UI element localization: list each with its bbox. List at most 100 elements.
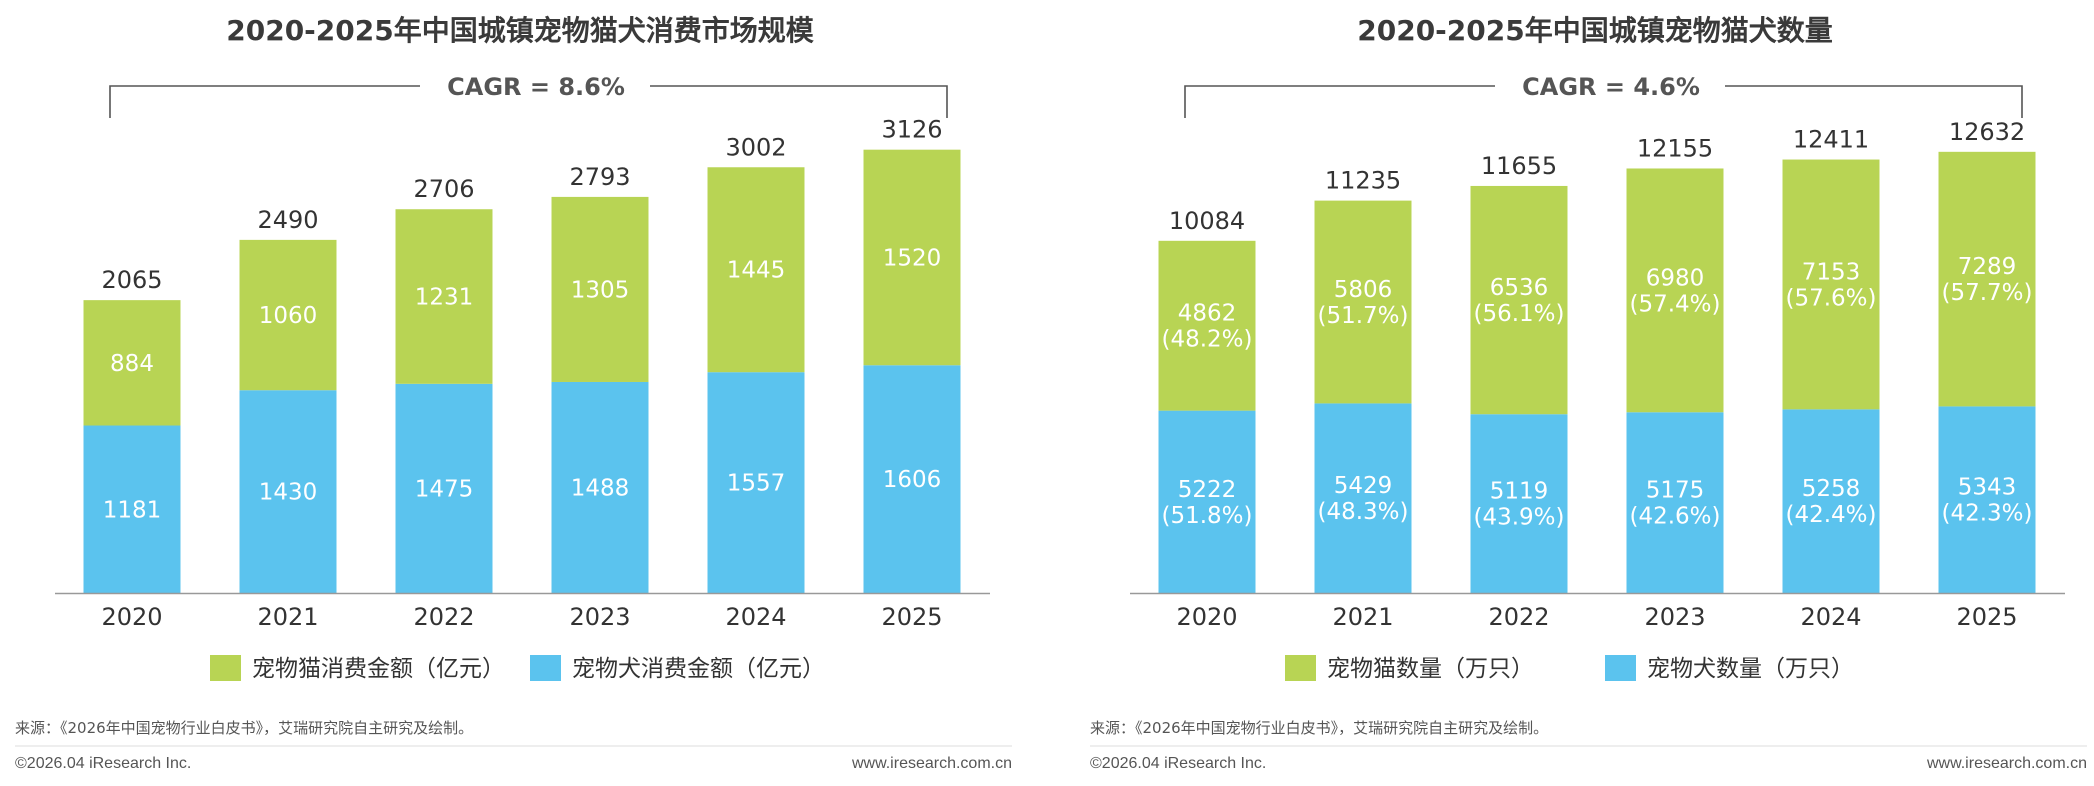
cat-value-label: 7153 (1802, 259, 1861, 285)
dog-bar-2022 (395, 383, 493, 593)
chart-title: 2020-2025年中国城镇宠物猫犬数量 (1357, 14, 1832, 47)
bar-stack-2021: 1430 1060 (239, 239, 337, 593)
legend-cat-swatch (210, 655, 241, 681)
cat-value-label: (56.1%) (1473, 301, 1564, 327)
dog-value-label: 5258 (1802, 476, 1861, 502)
bar-stack-2023: 1488 1305 (551, 196, 649, 593)
total-label-2021: 2490 (257, 206, 318, 234)
legend-dog-swatch (530, 655, 561, 681)
cat-value-label: 4862 (1178, 301, 1237, 327)
copyright: ©2026.04 iResearch Inc. (15, 755, 191, 772)
cat-bar-2022 (1470, 185, 1568, 415)
cat-bar-2021 (1314, 200, 1412, 404)
dog-bar-2024 (1782, 409, 1880, 593)
dog-value-label: 1430 (259, 480, 318, 506)
bar-stack-2025: 5343(42.3%) 7289(57.7%) (1938, 151, 2036, 593)
cat-value-label: (51.7%) (1317, 303, 1408, 329)
cat-value-label: (57.7%) (1941, 280, 2032, 306)
cat-value-label: 884 (110, 351, 154, 377)
dog-value-label: (43.9%) (1473, 505, 1564, 531)
pet-count-chart: 2020-2025年中国城镇宠物猫犬数量 CAGR = 4.6% 5222(51.8… (1090, 14, 2087, 772)
cat-value-label: 1445 (727, 258, 786, 284)
dog-bar-2020 (1158, 410, 1256, 593)
cagr-bracket (109, 85, 948, 118)
x-tick-label: 2024 (1800, 603, 1861, 631)
cagr-bracket (1184, 85, 2023, 118)
dog-bar-2023 (551, 381, 649, 593)
cat-bar-2022 (395, 209, 493, 384)
market-size-chart-panel: 2020-2025年中国城镇宠物猫犬消费市场规模 CAGR = 8.6% 1181 8… (0, 0, 1040, 786)
x-tick-label: 2020 (1176, 603, 1237, 631)
legend-dog-label: 宠物犬消费金额（亿元） (572, 656, 825, 682)
cat-bar-2020 (1158, 240, 1256, 411)
x-tick-label: 2022 (1488, 603, 1549, 631)
dog-bar-2021 (1314, 403, 1412, 593)
x-tick-label: 2021 (1332, 603, 1393, 631)
dog-value-label: 1606 (883, 467, 942, 493)
total-label-2022: 2706 (413, 175, 474, 203)
x-tick-label: 2025 (881, 603, 942, 631)
cat-value-label: 1231 (415, 285, 474, 311)
cat-value-label: (57.4%) (1629, 291, 1720, 317)
chart-title: 2020-2025年中国城镇宠物猫犬消费市场规模 (226, 14, 814, 47)
bar-stack-2023: 5175(42.6%) 6980(57.4%) (1626, 168, 1724, 593)
x-tick-label: 2022 (413, 603, 474, 631)
website: www.iresearch.com.cn (1926, 755, 2087, 772)
x-tick-label: 2023 (569, 603, 630, 631)
dog-bar-2024 (707, 372, 805, 593)
total-label-2020: 10084 (1169, 207, 1245, 235)
bar-stack-2022: 5119(43.9%) 6536(56.1%) (1470, 185, 1568, 593)
cat-bar-2020 (83, 300, 181, 426)
total-label-2024: 3002 (725, 133, 786, 161)
total-label-2021: 11235 (1325, 167, 1401, 195)
dog-value-label: 5222 (1178, 477, 1237, 503)
bracket-right-line (650, 85, 948, 118)
dog-bar-2025 (863, 365, 961, 593)
dog-value-label: 5343 (1958, 475, 2017, 501)
total-label-2023: 12155 (1637, 134, 1713, 162)
dog-value-label: (42.4%) (1785, 502, 1876, 528)
bar-stack-2024: 1557 1445 (707, 167, 805, 593)
dog-value-label: 5175 (1646, 478, 1705, 504)
legend: 宠物猫消费金额（亿元） 宠物犬消费金额（亿元） (210, 655, 825, 682)
bar-stack-2020: 1181 884 (83, 300, 181, 593)
cagr-label: CAGR = 8.6% (447, 73, 625, 101)
total-label-2024: 12411 (1793, 126, 1869, 154)
x-tick-label: 2023 (1644, 603, 1705, 631)
total-label-2025: 3126 (881, 116, 942, 144)
copyright: ©2026.04 iResearch Inc. (1090, 755, 1266, 772)
dog-value-label: 5119 (1490, 479, 1549, 505)
dog-value-label: (48.3%) (1317, 499, 1408, 525)
cat-value-label: 6980 (1646, 265, 1705, 291)
dog-value-label: (51.8%) (1161, 503, 1252, 529)
x-tick-label: 2021 (257, 603, 318, 631)
bar-stack-2022: 1475 1231 (395, 209, 493, 593)
dog-value-label: 1181 (103, 497, 162, 523)
cat-value-label: 1305 (571, 277, 630, 303)
cat-value-label: 7289 (1958, 254, 2017, 280)
bracket-left-line (109, 85, 420, 118)
cat-bar-2025 (1938, 151, 2036, 407)
dog-bar-2022 (1470, 414, 1568, 593)
cat-bar-2023 (551, 196, 649, 382)
bar-stack-2020: 5222(51.8%) 4862(48.2%) (1158, 240, 1256, 593)
cat-value-label: (57.6%) (1785, 285, 1876, 311)
cagr-label: CAGR = 4.6% (1522, 73, 1700, 101)
x-tick-label: 2020 (101, 603, 162, 631)
cat-value-label: 5806 (1334, 277, 1393, 303)
cat-bar-2025 (863, 149, 961, 366)
dog-bar-2025 (1938, 406, 2036, 593)
x-tick-label: 2025 (1956, 603, 2017, 631)
source-note: 来源：《2026年中国宠物行业白皮书》，艾瑞研究院自主研究及绘制。 (1090, 719, 1548, 737)
dog-value-label: (42.6%) (1629, 504, 1720, 530)
legend-dog-label: 宠物犬数量（万只） (1647, 656, 1854, 682)
cat-value-label: 6536 (1490, 275, 1549, 301)
dog-value-label: 1475 (415, 476, 474, 502)
website: www.iresearch.com.cn (851, 755, 1012, 772)
legend-cat-swatch (1285, 655, 1316, 681)
bracket-left-line (1184, 85, 1495, 118)
pet-count-chart-panel: 2020-2025年中国城镇宠物猫犬数量 CAGR = 4.6% 5222 (51.8… (1075, 0, 2094, 786)
cat-value-label: 1060 (259, 303, 318, 329)
bracket-right-line (1725, 85, 2023, 118)
source-note: 来源：《2026年中国宠物行业白皮书》，艾瑞研究院自主研究及绘制。 (15, 719, 473, 737)
